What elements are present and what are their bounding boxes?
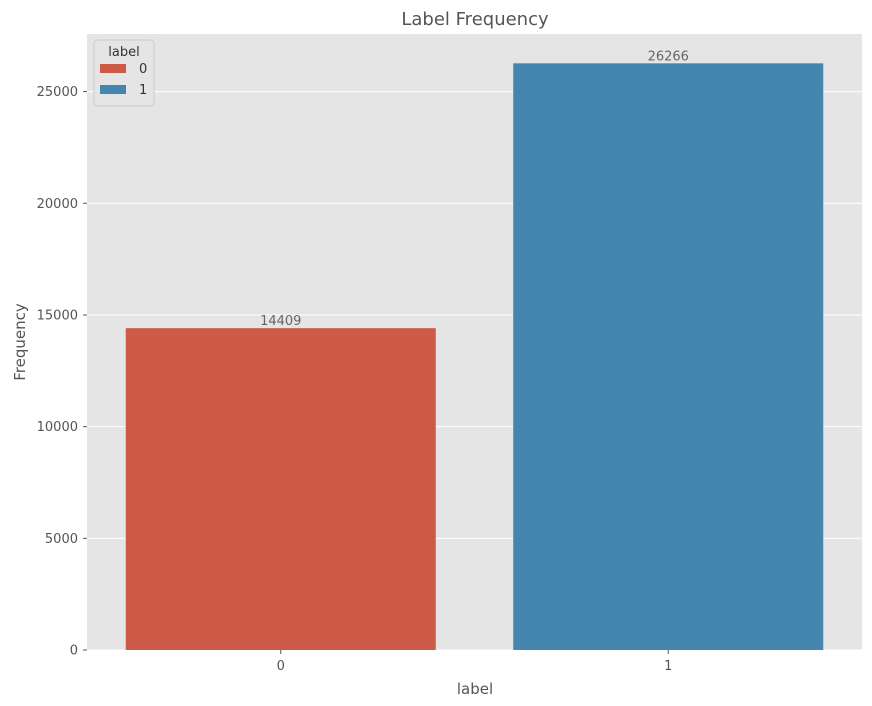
legend-swatch-1: [100, 85, 126, 94]
y-axis-ticks: 0 5000 10000 15000 20000 25000: [37, 85, 87, 659]
x-tick-label: 0: [277, 659, 285, 674]
chart-title: Label Frequency: [401, 9, 549, 30]
data-label-1: 26266: [648, 49, 689, 64]
legend-swatch-0: [100, 64, 126, 73]
x-tick-label: 1: [664, 659, 672, 674]
y-tick-label: 25000: [37, 85, 78, 100]
y-axis-label: Frequency: [11, 303, 29, 381]
y-tick-label: 15000: [37, 308, 78, 323]
legend-label-1: 1: [139, 83, 147, 98]
y-tick-label: 5000: [45, 532, 78, 547]
bar-1: [513, 63, 824, 650]
data-labels: 14409 26266: [260, 49, 689, 329]
legend-title: label: [108, 45, 139, 60]
legend-label-0: 0: [139, 62, 147, 77]
x-axis-label: label: [457, 680, 493, 698]
data-label-0: 14409: [260, 314, 301, 329]
legend-entries: 01: [100, 62, 147, 98]
y-tick-label: 0: [70, 644, 78, 659]
y-tick-label: 20000: [37, 197, 78, 212]
bars: [125, 63, 824, 650]
bar-0: [125, 328, 436, 650]
legend: label 01: [93, 39, 155, 107]
y-tick-label: 10000: [37, 420, 78, 435]
